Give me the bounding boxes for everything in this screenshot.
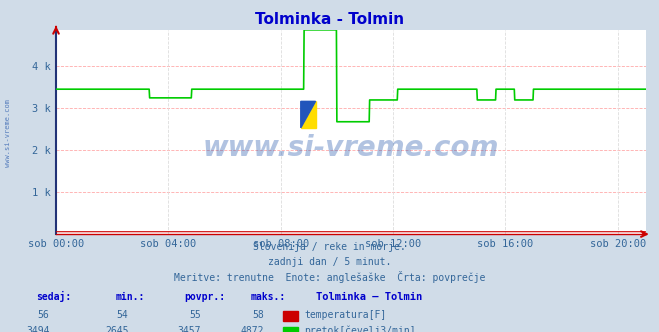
Text: 55: 55: [189, 310, 201, 320]
Text: 56: 56: [38, 310, 49, 320]
Text: temperatura[F]: temperatura[F]: [304, 310, 387, 320]
Text: sedaj:: sedaj:: [36, 291, 71, 302]
Text: maks.:: maks.:: [250, 292, 285, 302]
Text: Meritve: trenutne  Enote: anglešaške  Črta: povprečje: Meritve: trenutne Enote: anglešaške Črta…: [174, 271, 485, 283]
Text: Slovenija / reke in morje.: Slovenija / reke in morje.: [253, 242, 406, 252]
Text: min.:: min.:: [115, 292, 145, 302]
Text: 4872: 4872: [240, 326, 264, 332]
Text: 3494: 3494: [26, 326, 49, 332]
Polygon shape: [301, 101, 316, 128]
Text: Tolminka – Tolmin: Tolminka – Tolmin: [316, 292, 422, 302]
Text: 2645: 2645: [105, 326, 129, 332]
Polygon shape: [301, 101, 316, 128]
Text: zadnji dan / 5 minut.: zadnji dan / 5 minut.: [268, 257, 391, 267]
Text: 54: 54: [117, 310, 129, 320]
Text: Tolminka - Tolmin: Tolminka - Tolmin: [255, 12, 404, 27]
Text: www.si-vreme.com: www.si-vreme.com: [203, 134, 499, 162]
Text: pretok[čevelj3/min]: pretok[čevelj3/min]: [304, 325, 416, 332]
Text: povpr.:: povpr.:: [185, 292, 225, 302]
Text: 58: 58: [252, 310, 264, 320]
Text: www.si-vreme.com: www.si-vreme.com: [5, 99, 11, 167]
Text: 3457: 3457: [177, 326, 201, 332]
